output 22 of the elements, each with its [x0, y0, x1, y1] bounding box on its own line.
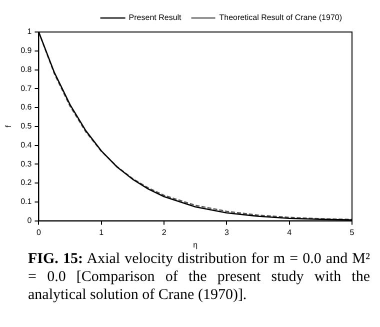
- y-axis-title: f: [4, 124, 14, 128]
- y-tick-label: 0: [27, 216, 32, 226]
- x-tick-label: 4: [287, 228, 292, 237]
- y-tick-label: 0.8: [20, 64, 32, 74]
- y-tick-label: 0.5: [20, 122, 32, 131]
- x-tick-label: 0: [36, 228, 42, 237]
- caption: FIG. 15: Axial velocity distribution for m = 0.0 and M² = 0.0 [Comparison of the present study with the analytical solution of Crane (1970)].: [28, 250, 370, 304]
- legend-label: Present Result: [128, 13, 182, 22]
- legend-label: Theoretical Result of Crane (1970): [219, 13, 342, 22]
- x-tick-label: 5: [350, 228, 355, 237]
- y-tick-label: 0.1: [20, 197, 32, 206]
- y-tick-label: 0.4: [20, 140, 32, 150]
- y-tick-label: 0.9: [20, 46, 32, 56]
- y-tick-label: 1: [27, 27, 32, 36]
- y-tick-label: 0.6: [20, 102, 32, 112]
- y-tick-label: 0.2: [20, 178, 32, 188]
- x-tick-label: 3: [224, 228, 230, 237]
- x-tick-label: 2: [162, 228, 167, 237]
- x-tick-label: 1: [99, 228, 104, 237]
- x-axis-title: η: [193, 240, 198, 250]
- y-tick-label: 0.3: [20, 159, 32, 168]
- y-tick-label: 0.7: [20, 84, 32, 93]
